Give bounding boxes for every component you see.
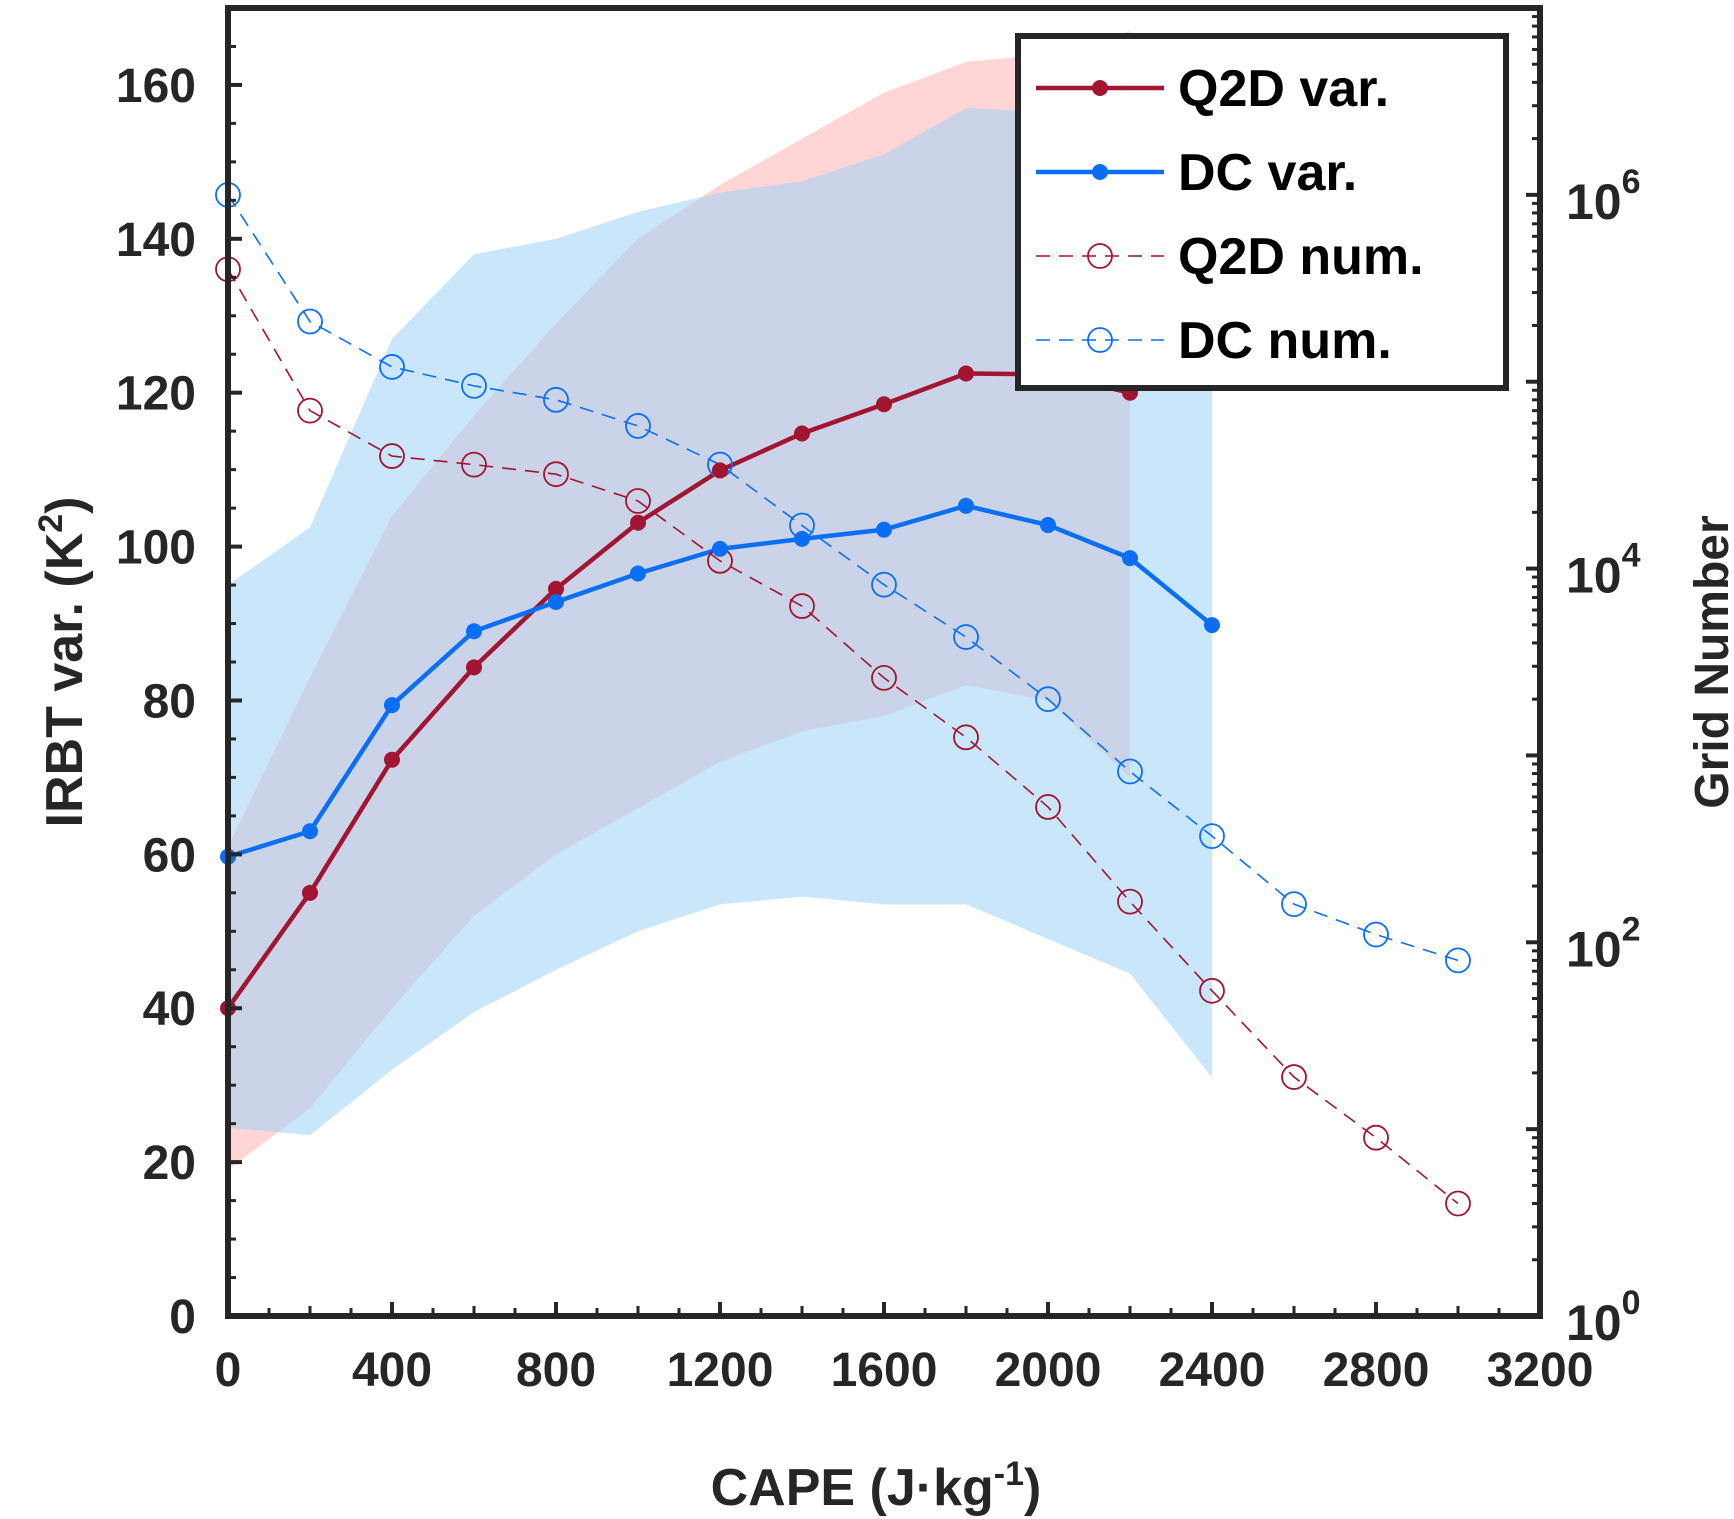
y-left-tick-label: 0 [169,1291,196,1344]
dc-var-band [228,108,1212,1136]
dc-num-point [1281,891,1307,918]
legend-label: DC var. [1178,144,1357,202]
q2d-num-point [871,664,897,691]
q2d-num-point [297,397,323,424]
dc-num-point [379,354,405,380]
q2d-var-point [876,396,892,413]
q2d-num-point [1363,1124,1389,1151]
q2d-num-point [789,593,815,619]
y-left-tick-label: 100 [116,522,196,575]
q2d-var-point [302,884,318,901]
x-tick-label: 400 [352,1344,432,1397]
dc-var-point [466,623,482,640]
x-tick-label: 800 [516,1344,596,1397]
legend-swatch-marker [1092,80,1108,96]
series-markers [215,181,1471,1217]
dc-num-point [1117,758,1143,785]
y-left-tick-label: 60 [143,829,196,882]
dc-num-point [1199,823,1225,850]
q2d-var-line [226,371,1131,1010]
legend-swatch-marker [1092,164,1108,180]
dc-var-point [712,540,728,557]
y-left-tick-label: 160 [116,60,196,113]
x-tick-label: 2400 [1159,1344,1266,1397]
q2d-var-point [384,751,400,768]
q2d-var-point [958,365,974,382]
x-tick-label: 1600 [831,1344,938,1397]
y-left-tick-label: 80 [143,675,196,728]
q2d-num-point [1281,1064,1307,1090]
y-right-tick-label: 100 [1566,1284,1641,1351]
dc-num-point [543,386,569,413]
legend-swatch-marker [1087,327,1113,353]
q2d-num-point [625,488,651,514]
q2d-var-point [548,580,564,597]
y-right-tick-label: 106 [1566,163,1641,230]
y-axis-right-title: Grid Number [1686,515,1734,808]
q2d-num-point [543,461,569,488]
dc-num-point [625,413,651,439]
x-tick-label: 2800 [1323,1344,1430,1397]
x-tick-label: 1200 [667,1344,774,1397]
dc-var-point [548,593,564,610]
dc-num-point [871,571,897,598]
dc-var-point [1040,517,1056,534]
q2d-num-point [1117,888,1143,915]
dc-var-point [1204,617,1220,634]
dc-var-point [794,530,810,547]
dc-num-point [953,624,979,650]
legend-label: Q2D var. [1178,60,1389,118]
dc-num-line [227,194,1459,962]
y-left-tick-label: 140 [116,214,196,267]
dc-num-point [1363,921,1389,948]
x-tick-label: 2000 [995,1344,1102,1397]
q2d-var-point [630,514,646,531]
dc-var-point [302,823,318,840]
y-axis-left-title: IRBT var. (K2) [32,497,94,828]
dc-var-point [876,521,892,538]
q2d-var-point [794,425,810,442]
legend-label: Q2D num. [1178,228,1424,286]
y-right-tick-label: 102 [1566,910,1641,977]
dc-num-point [461,372,487,399]
q2d-num-point [953,724,979,751]
y-left-tick-label: 120 [116,368,196,421]
y-left-tick-label: 20 [143,1137,196,1190]
dc-num-point [1035,686,1061,713]
x-tick-label: 0 [215,1344,242,1397]
axis-ticks [226,6,1542,1318]
q2d-var-point [712,462,728,479]
dc-var-point [958,497,974,514]
legend: Q2D var. DC var. Q2D num. DC num. [1015,33,1509,391]
legend-label: DC num. [1178,312,1392,370]
tick-labels: 0 400 800 1200 1600 2000 2400 2800 3200 0 20 40 60 80… [116,60,1641,1397]
y-right-tick-label: 104 [1566,537,1641,604]
q2d-num-point [1445,1190,1471,1217]
dc-var-point [630,565,646,582]
x-tick-label: 3200 [1487,1344,1594,1397]
q2d-num-point [461,451,487,478]
q2d-var-point [466,659,482,676]
legend-swatch-marker [1087,243,1113,269]
y-left-tick-label: 40 [143,983,196,1036]
dc-var-point [384,697,400,714]
x-axis-title: CAPE (J·kg-1) [711,1455,1042,1517]
confidence-bands [228,31,1212,1170]
q2d-num-point [379,443,405,469]
q2d-num-point [1199,977,1225,1004]
dc-num-point [1445,947,1471,974]
q2d-num-point [1035,794,1061,820]
dc-num-point [297,308,323,335]
dc-var-point [1122,550,1138,567]
